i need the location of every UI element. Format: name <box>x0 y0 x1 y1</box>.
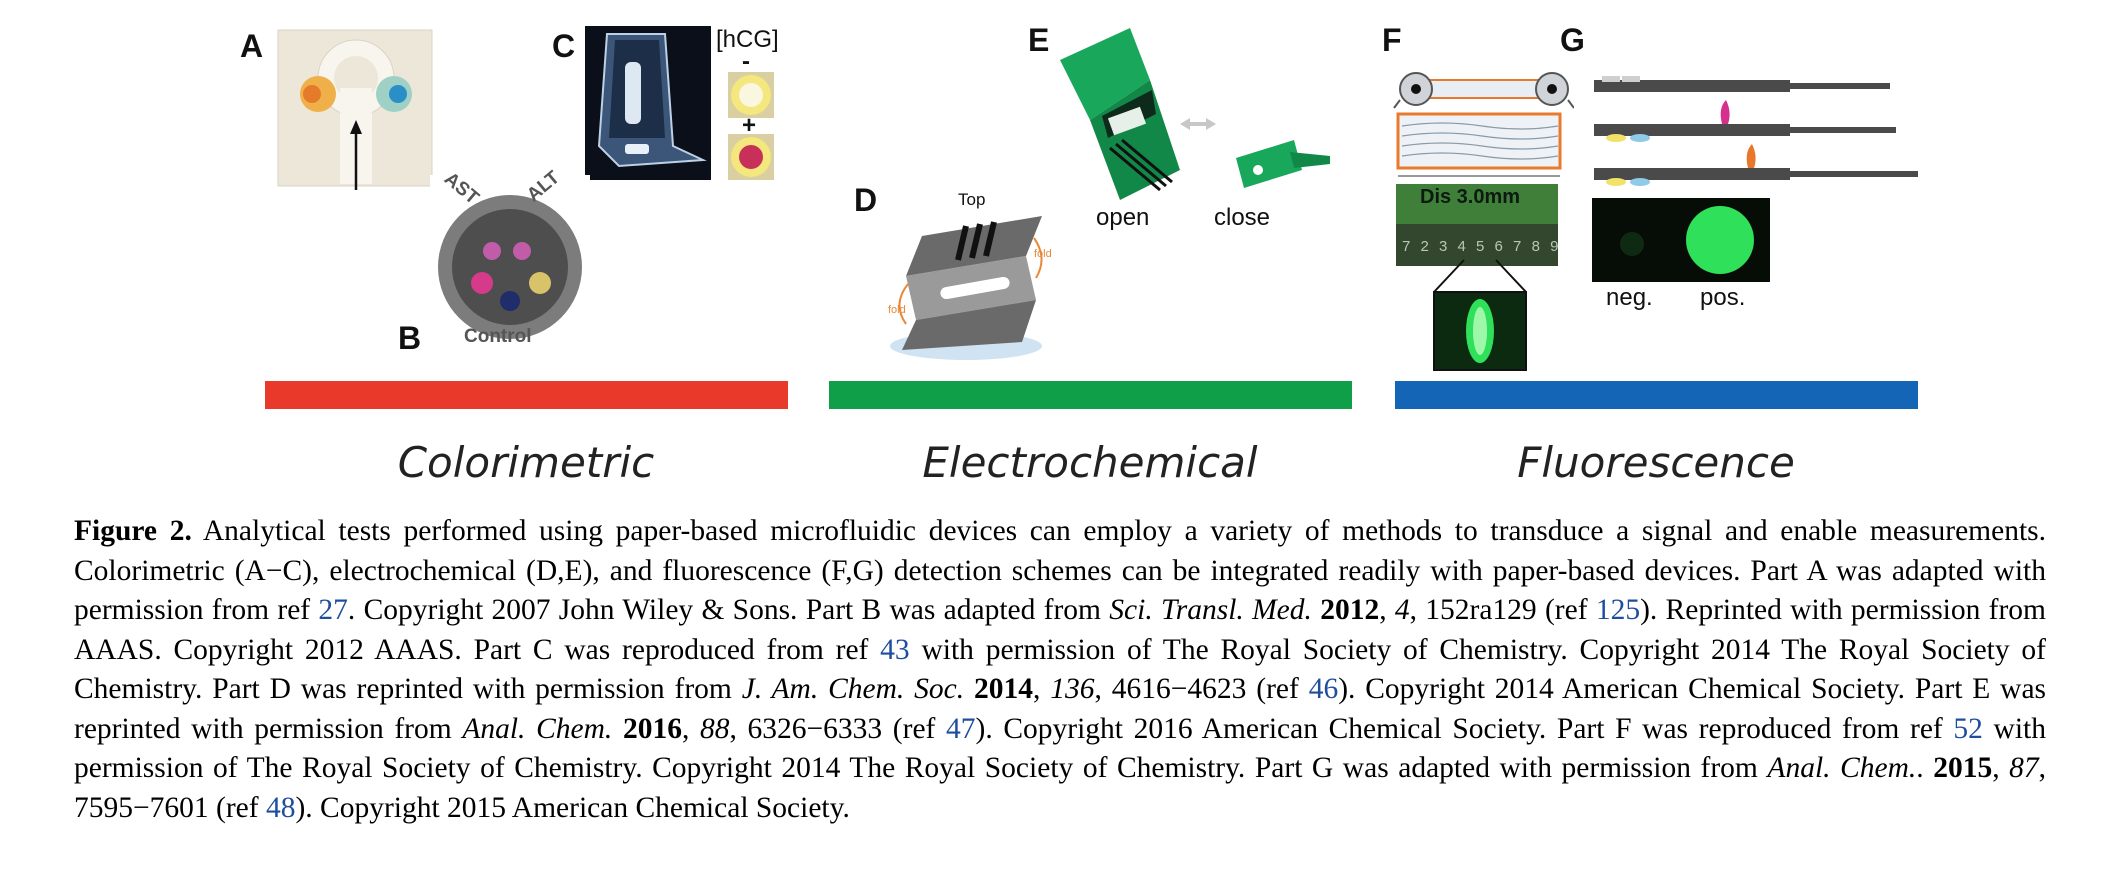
journal-name: Anal. Chem. <box>1767 752 1917 784</box>
ref-link-46[interactable]: 46 <box>1308 673 1339 705</box>
panel-f-zoom-inset <box>1433 259 1527 371</box>
panel-b-disc-device <box>430 175 590 355</box>
caption-text: , 4616−4623 (ref <box>1094 673 1309 705</box>
electrochemical-bar <box>829 381 1352 409</box>
panel-d-folded-device <box>890 216 1043 360</box>
top-label: Top <box>958 190 986 209</box>
colorimetric-bar <box>265 381 788 409</box>
panel-label-e: E <box>1028 22 1050 58</box>
citation-year: 2016 <box>622 712 682 745</box>
category-colorimetric: Colorimetric <box>397 438 655 487</box>
citation-year: 2015 <box>1933 752 1993 784</box>
panel-g-fluorescence-result <box>1592 198 1770 282</box>
figure-caption: Figure 2. Analytical tests performed usi… <box>74 515 2047 824</box>
panel-label-f: F <box>1382 22 1402 58</box>
fold-label-left: fold <box>888 304 906 316</box>
minus-label: - <box>742 48 750 75</box>
citation-volume: 136 <box>1050 673 1095 705</box>
figure-area: A C [hCG] - + <box>240 22 1918 487</box>
pos-label: pos. <box>1700 284 1746 311</box>
caption-text: ). Copyright 2016 American Chemical Soci… <box>975 712 1954 745</box>
caption-text: , 152ra129 (ref <box>1409 594 1596 626</box>
panel-e-device-open-close <box>1060 28 1330 200</box>
ref-link-27[interactable]: 27 <box>318 594 348 626</box>
figure-label: Figure 2. <box>74 515 192 547</box>
caption-text: . Copyright 2007 John Wiley & Sons. Part… <box>347 594 1110 626</box>
hcg-negative-spot <box>728 72 774 118</box>
panel-label-b: B <box>398 320 422 356</box>
caption-text: ). Copyright 2014 American Chemical Soci… <box>74 673 2047 745</box>
caption-text: , 7595−7601 (ref <box>74 752 2047 824</box>
category-fluorescence: Fluorescence <box>1517 438 1795 487</box>
citation-volume: 87 <box>2009 752 2039 784</box>
dis-label: Dis 3.0mm <box>1420 186 1521 208</box>
journal-name: Sci. Transl. Med. <box>1109 594 1312 626</box>
caption-text: Analytical tests performed using paper-b… <box>74 515 2046 626</box>
panel-f-fluorescence-strip <box>1396 184 1558 266</box>
caption-text: ). Copyright 2015 American Chemical Soci… <box>295 791 850 824</box>
caption-text: with permission of The Royal Society of … <box>74 633 2046 706</box>
open-label: open <box>1096 204 1150 231</box>
panel-g-device-schematic <box>1594 76 1918 186</box>
journal-name: J. Am. Chem. Soc. <box>741 673 965 705</box>
citation-volume: 4 <box>1394 594 1410 626</box>
ref-link-43[interactable]: 43 <box>880 633 910 666</box>
ref-link-125[interactable]: 125 <box>1595 594 1641 626</box>
ref-link-52[interactable]: 52 <box>1953 712 1983 745</box>
hcg-positive-spot <box>728 134 774 180</box>
hcg-label: [hCG] <box>716 26 779 53</box>
panel-label-c: C <box>552 28 576 64</box>
panel-label-a: A <box>240 28 264 64</box>
caption-text: , 6326−6333 (ref <box>729 712 947 745</box>
panel-f-channel-detail <box>1396 112 1562 177</box>
ref-link-48[interactable]: 48 <box>265 791 296 824</box>
plus-label: + <box>742 112 757 139</box>
ruler-label: 7 2 3 4 5 6 7 8 9 <box>1402 238 1562 255</box>
category-electrochemical: Electrochemical <box>922 438 1258 487</box>
panel-label-d: D <box>854 182 878 218</box>
citation-volume: 88 <box>699 712 730 745</box>
citation-year: 2014 <box>974 673 1034 705</box>
caption-text: ). Reprinted with permission from AAAS. … <box>74 594 2047 666</box>
citation-year: 2012 <box>1320 594 1380 626</box>
fluorescence-bar <box>1395 381 1918 409</box>
neg-label: neg. <box>1606 284 1653 311</box>
panel-label-g: G <box>1560 22 1585 58</box>
fold-label-right: fold <box>1034 248 1052 260</box>
ref-link-47[interactable]: 47 <box>946 712 976 745</box>
panel-a-paper-device <box>277 29 433 190</box>
control-label: Control <box>464 326 532 347</box>
panel-f-channel-top <box>1393 72 1574 109</box>
journal-name: Anal. Chem. <box>462 712 613 745</box>
panel-c-device-photo <box>585 26 711 180</box>
close-label: close <box>1214 204 1271 231</box>
caption-text: with permission of The Royal Society of … <box>74 712 2047 785</box>
